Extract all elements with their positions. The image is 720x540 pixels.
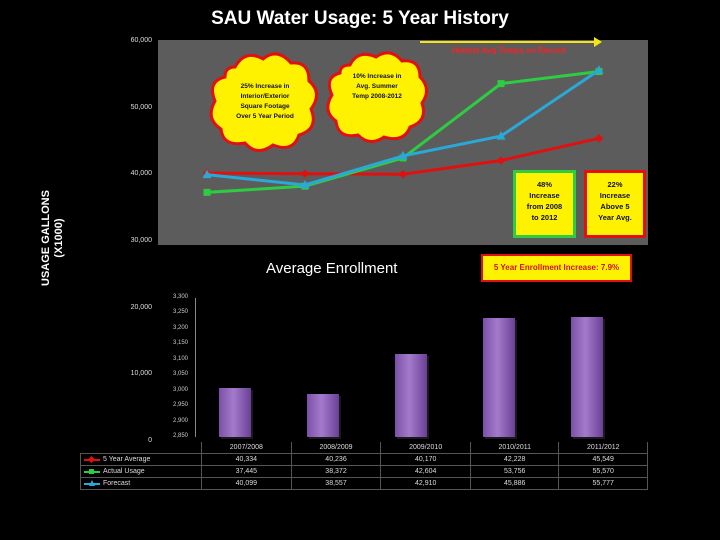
table-cell: 40,099	[201, 477, 292, 490]
callout-red-line: Above 5	[600, 202, 630, 211]
cloud1-line: Square Footage	[240, 103, 290, 110]
enrollment-tick-label: 3,200	[172, 324, 188, 331]
legend-cell: Forecast	[80, 477, 202, 490]
table-cell: 45,886	[470, 477, 560, 490]
legend-cell: 5 Year Average	[80, 453, 202, 466]
table-cell: 55,777	[558, 477, 648, 490]
enrollment-tick-label: 3,300	[172, 294, 188, 300]
table-cell: 40,170	[380, 453, 472, 466]
hottest-arrow-line	[420, 41, 596, 43]
table-header-cell: 2011/2012	[558, 442, 648, 454]
callout-48-percent: 48% Increase from 2008 to 2012	[513, 170, 576, 238]
legend-label: Actual Usage	[103, 468, 145, 475]
table-header-row: 2007/2008 2008/2009 2009/2010 2010/2011 …	[80, 442, 648, 454]
callout-green-line: from 2008	[526, 202, 563, 211]
cloud2-line: Avg. Summer	[356, 83, 398, 90]
enrollment-bar	[483, 318, 515, 437]
enrollment-bar	[395, 353, 427, 437]
enrollment-tick-label: 3,000	[172, 386, 188, 393]
cloud1-line: 25% Increase in	[240, 83, 290, 90]
enrollment-bar	[219, 387, 251, 437]
callout-red-line: 22%	[607, 180, 623, 189]
y-axis-label: USAGE GALLONS (X1000)	[40, 190, 65, 286]
legend-marker-square	[89, 469, 94, 474]
cloud-callout-square-footage	[209, 52, 318, 152]
callout-green-line: to 2012	[531, 213, 558, 222]
y-tick-label: 50,000	[130, 103, 152, 111]
callout-green-line: 48%	[536, 180, 552, 189]
table-cell: 37,445	[201, 465, 292, 478]
enrollment-tick-label: 2,900	[172, 417, 188, 424]
table-row: 5 Year Average 40,334 40,236 40,170 42,2…	[80, 453, 648, 466]
hottest-arrow-head	[594, 37, 602, 47]
table-cell: 40,334	[201, 453, 292, 466]
table-header-cell: 2009/2010	[380, 442, 472, 454]
enrollment-increase-note: 5 Year Enrollment Increase: 7.9%	[481, 254, 632, 282]
enrollment-bars	[195, 298, 635, 437]
callout-red-line: Increase	[599, 191, 631, 200]
table-cell: 45,549	[558, 453, 648, 466]
legend-cell: Actual Usage	[80, 465, 202, 478]
table-cell: 38,557	[290, 477, 382, 490]
table-cell: 42,910	[380, 477, 472, 490]
table-cell: 53,756	[470, 465, 560, 478]
callout-green-line: Increase	[529, 191, 560, 200]
cloud-text-summer-temp: 10% Increase in Avg. Summer Temp 2008-20…	[337, 72, 417, 102]
legend-marker-diamond	[87, 455, 96, 464]
hottest-annotation: Hottest Avg Temps on Record	[452, 46, 566, 55]
y-tick-label: 60,000	[130, 37, 152, 44]
y-tick-label: 10,000	[130, 370, 152, 378]
data-table: 2007/2008 2008/2009 2009/2010 2010/2011 …	[80, 442, 648, 490]
cloud-text-square-footage: 25% Increase in Interior/Exterior Square…	[222, 82, 308, 122]
cloud2-line: Temp 2008-2012	[352, 93, 402, 100]
enrollment-tick-label: 3,150	[172, 340, 188, 347]
table-cell: 38,372	[290, 465, 382, 478]
y-tick-label: 20,000	[130, 303, 152, 311]
legend-label: 5 Year Average	[103, 456, 151, 463]
enrollment-title: Average Enrollment	[266, 260, 398, 277]
callout-22-percent: 22% Increase Above 5 Year Avg.	[584, 170, 646, 238]
table-cell: 42,604	[380, 465, 472, 478]
table-corner	[80, 442, 202, 454]
y-tick-label: 40,000	[130, 170, 152, 178]
enrollment-y-axis	[195, 298, 196, 437]
table-header-cell: 2007/2008	[201, 442, 292, 454]
table-header-cell: 2010/2011	[470, 442, 560, 454]
cloud1-line: Interior/Exterior	[240, 93, 290, 100]
y-tick-label: 30,000	[130, 237, 152, 244]
callout-red-line: Year Avg.	[598, 213, 632, 222]
enrollment-tick-label: 3,050	[172, 371, 188, 378]
enrollment-tick-label: 2,950	[172, 402, 188, 409]
table-header-cell: 2008/2009	[290, 442, 382, 454]
y-tick-label: 0	[148, 437, 152, 444]
cloud-callout-summer-temp	[326, 51, 428, 143]
table-row: Actual Usage 37,445 38,372 42,604 53,756…	[80, 465, 648, 478]
enrollment-tick-label: 3,100	[172, 355, 188, 362]
enrollment-bar	[307, 393, 339, 437]
cloud2-line: 10% Increase in	[352, 73, 402, 80]
enrollment-tick-label: 3,250	[172, 309, 188, 316]
enrollment-tick-label: 2,850	[172, 433, 188, 439]
legend-marker-triangle	[89, 480, 95, 486]
enrollment-bar	[571, 316, 603, 437]
table-cell: 55,570	[558, 465, 648, 478]
table-row: Forecast 40,099 38,557 42,910 45,886 55,…	[80, 477, 648, 490]
legend-label: Forecast	[103, 480, 131, 487]
table-cell: 40,236	[290, 453, 382, 466]
chart-title: SAU Water Usage: 5 Year History	[211, 8, 509, 29]
table-cell: 42,228	[470, 453, 560, 466]
cloud1-line: Over 5 Year Period	[236, 113, 294, 120]
